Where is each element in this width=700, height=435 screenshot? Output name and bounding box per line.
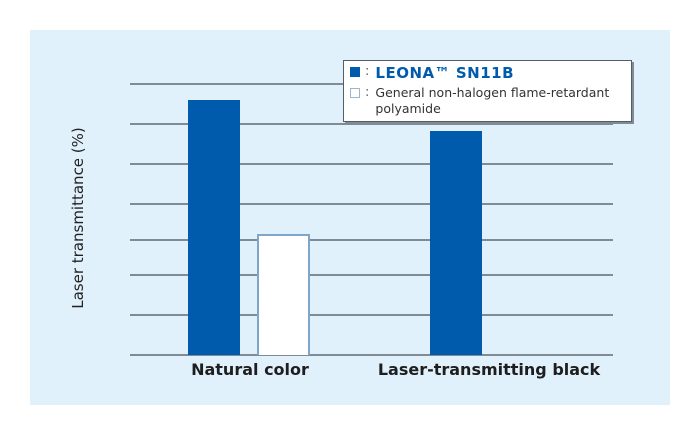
gridline [130, 314, 613, 316]
gridline [130, 163, 613, 165]
gridline [130, 239, 613, 241]
legend-item: : General non-halogen flame-retardant po… [350, 85, 630, 117]
gridline [130, 203, 613, 205]
x-category-label: Natural color [191, 360, 309, 379]
y-axis-label: Laser transmittance (%) [69, 127, 87, 309]
gridline [130, 274, 613, 276]
legend-swatch-white [350, 88, 360, 98]
bar-leona-laser-transmitting-black [430, 131, 482, 355]
legend-label: LEONA™ SN11B [375, 64, 514, 82]
legend-item: : LEONA™ SN11B [350, 64, 514, 82]
legend-separator: : [365, 85, 370, 100]
legend-separator: : [365, 64, 370, 79]
legend-swatch-blue [350, 67, 360, 77]
bar-general-pa-natural-color [257, 234, 310, 355]
bar-leona-natural-color [188, 100, 240, 355]
x-category-label: Laser-transmitting black [377, 360, 601, 379]
chart-legend: : LEONA™ SN11B : General non-halogen fla… [343, 60, 632, 122]
legend-label: General non-halogen flame-retardant poly… [375, 85, 610, 116]
gridline [130, 123, 613, 125]
x-axis-baseline [130, 354, 613, 356]
